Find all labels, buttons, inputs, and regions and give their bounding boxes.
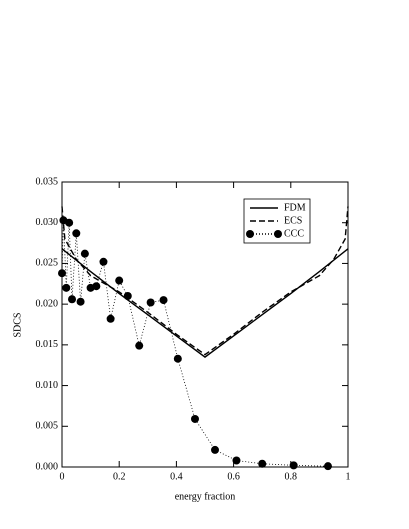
data-point [211, 445, 220, 454]
x-tick-label: 0.2 [113, 471, 126, 482]
y-axis-label: SDCS [12, 312, 23, 337]
plot-frame [61, 181, 349, 468]
data-point [115, 276, 124, 285]
data-point [146, 298, 155, 307]
x-axis-label: energy fraction [175, 491, 236, 502]
data-point [68, 295, 77, 304]
x-tick-label: 0 [60, 471, 65, 482]
y-tick-label: 0.005 [36, 421, 59, 432]
data-point [62, 283, 71, 292]
y-tick-label: 0.025 [36, 258, 59, 269]
y-tick-label: 0.020 [36, 298, 59, 309]
data-point [106, 314, 115, 323]
x-tick-label: 1 [346, 471, 351, 482]
y-tick-label: 0.030 [36, 217, 59, 228]
data-point [323, 462, 332, 471]
data-point [72, 229, 81, 238]
data-point [80, 249, 89, 258]
legend-box [243, 198, 311, 244]
series-line [61, 220, 328, 467]
y-tick-label: 0.000 [36, 461, 59, 472]
data-point [92, 282, 101, 291]
legend-marker [246, 230, 254, 238]
y-tick-label: 0.035 [36, 176, 59, 187]
series-line [61, 206, 349, 356]
data-point [65, 218, 74, 227]
x-tick-label: 0.8 [285, 471, 298, 482]
y-tick-label: 0.015 [36, 339, 59, 350]
x-tick-label: 0.4 [170, 471, 183, 482]
y-tick-label: 0.010 [36, 380, 59, 391]
legend-label: CCC [284, 228, 304, 239]
data-point [99, 257, 108, 266]
data-point [76, 297, 85, 306]
data-point [289, 461, 298, 470]
data-point [135, 341, 144, 350]
legend-label: FDM [284, 202, 306, 213]
data-point [190, 414, 199, 423]
data-point [123, 292, 132, 300]
legend-label: ECS [284, 215, 302, 226]
data-point [58, 269, 66, 278]
data-point [232, 456, 241, 465]
data-point [258, 459, 267, 468]
data-point [173, 354, 182, 363]
legend-marker [274, 230, 282, 238]
x-tick-label: 0.6 [227, 471, 240, 482]
data-point [159, 296, 168, 305]
